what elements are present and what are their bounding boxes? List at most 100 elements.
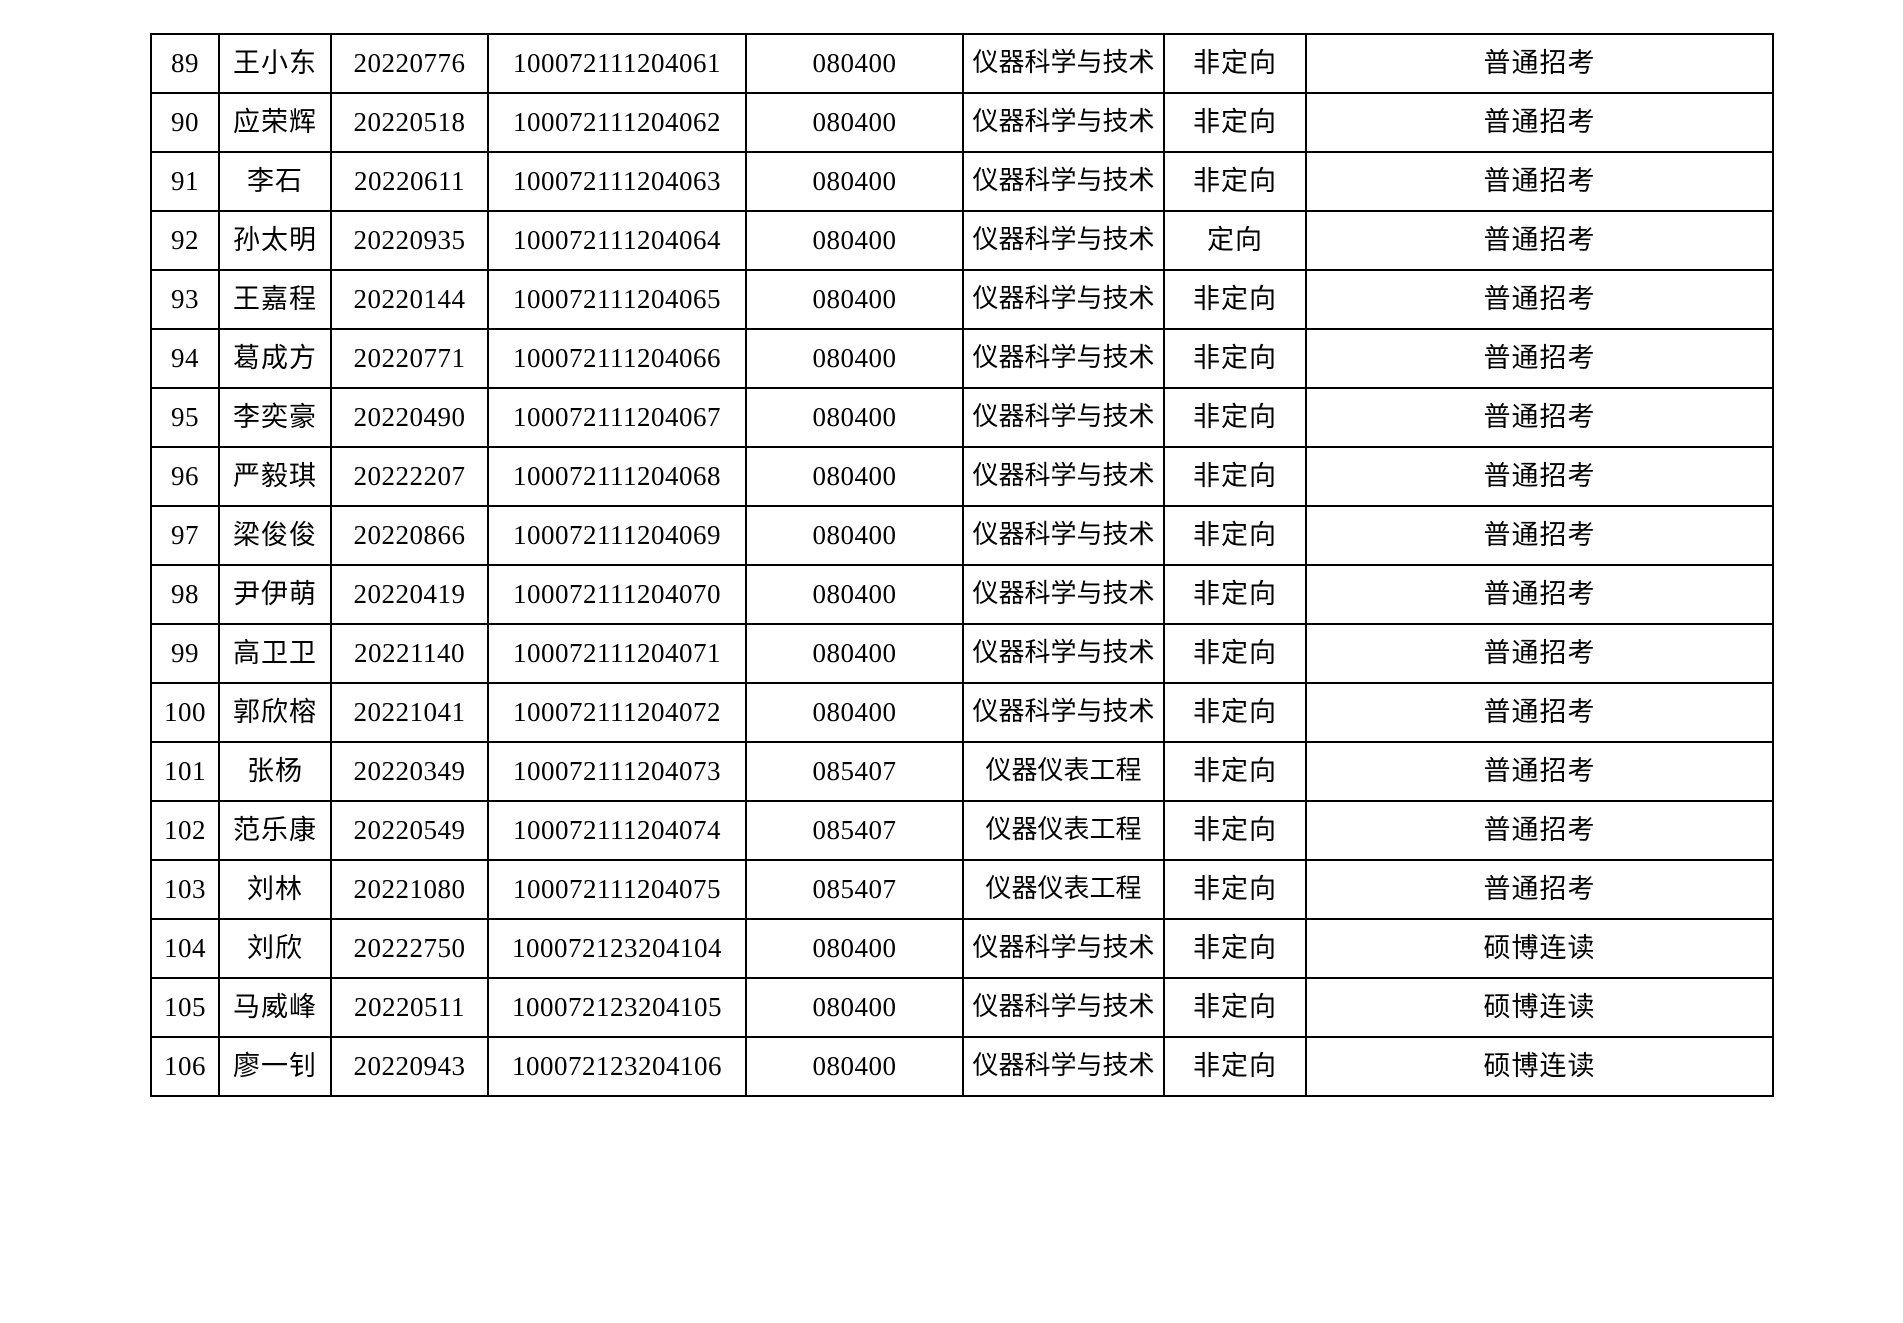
cell-study-type: 非定向 [1163, 33, 1307, 94]
cell-exam-number: 20220490 [330, 387, 489, 448]
cell-candidate-id: 100072111204075 [487, 859, 747, 920]
cell-candidate-id: 100072111204069 [487, 505, 747, 566]
cell-sequence-number: 93 [150, 269, 220, 330]
cell-sequence-number: 89 [150, 33, 220, 94]
cell-applicant-name: 严毅琪 [218, 446, 332, 507]
cell-candidate-id: 100072111204068 [487, 446, 747, 507]
cell-study-type: 非定向 [1163, 682, 1307, 743]
cell-admission-method: 普通招考 [1305, 328, 1774, 389]
table-row: 98 尹伊萌 20220419 100072111204070 080400 仪器科学与技… [150, 564, 1774, 625]
cell-exam-number: 20220144 [330, 269, 489, 330]
cell-major-name: 仪器仪表工程 [962, 741, 1165, 802]
cell-candidate-id: 100072123204106 [487, 1036, 747, 1097]
cell-sequence-number: 97 [150, 505, 220, 566]
cell-exam-number: 20220419 [330, 564, 489, 625]
cell-candidate-id: 100072111204063 [487, 151, 747, 212]
cell-sequence-number: 92 [150, 210, 220, 271]
cell-admission-method: 普通招考 [1305, 741, 1774, 802]
cell-candidate-id: 100072111204066 [487, 328, 747, 389]
cell-major-code: 080400 [745, 564, 964, 625]
cell-applicant-name: 马威峰 [218, 977, 332, 1038]
cell-sequence-number: 99 [150, 623, 220, 684]
cell-sequence-number: 102 [150, 800, 220, 861]
cell-sequence-number: 103 [150, 859, 220, 920]
cell-candidate-id: 100072111204067 [487, 387, 747, 448]
table-row: 89 王小东 20220776 100072111204061 080400 仪器科学与技… [150, 33, 1774, 94]
cell-admission-method: 普通招考 [1305, 151, 1774, 212]
cell-admission-method: 普通招考 [1305, 682, 1774, 743]
cell-admission-method: 普通招考 [1305, 505, 1774, 566]
cell-candidate-id: 100072111204061 [487, 33, 747, 94]
cell-sequence-number: 104 [150, 918, 220, 979]
cell-admission-method: 硕博连读 [1305, 977, 1774, 1038]
cell-sequence-number: 96 [150, 446, 220, 507]
cell-candidate-id: 100072111204064 [487, 210, 747, 271]
cell-admission-method: 普通招考 [1305, 33, 1774, 94]
cell-major-code: 080400 [745, 682, 964, 743]
cell-applicant-name: 刘林 [218, 859, 332, 920]
cell-sequence-number: 100 [150, 682, 220, 743]
cell-major-code: 085407 [745, 859, 964, 920]
cell-candidate-id: 100072111204072 [487, 682, 747, 743]
cell-exam-number: 20220518 [330, 92, 489, 153]
cell-candidate-id: 100072111204070 [487, 564, 747, 625]
cell-major-code: 080400 [745, 623, 964, 684]
cell-study-type: 非定向 [1163, 800, 1307, 861]
cell-candidate-id: 100072123204105 [487, 977, 747, 1038]
cell-study-type: 非定向 [1163, 505, 1307, 566]
cell-applicant-name: 廖一钊 [218, 1036, 332, 1097]
cell-exam-number: 20220349 [330, 741, 489, 802]
cell-candidate-id: 100072111204073 [487, 741, 747, 802]
cell-candidate-id: 100072111204065 [487, 269, 747, 330]
cell-exam-number: 20220511 [330, 977, 489, 1038]
cell-sequence-number: 94 [150, 328, 220, 389]
cell-major-name: 仪器科学与技术 [962, 269, 1165, 330]
table-row: 97 梁俊俊 20220866 100072111204069 080400 仪器科学与技… [150, 505, 1774, 566]
cell-admission-method: 普通招考 [1305, 859, 1774, 920]
cell-sequence-number: 90 [150, 92, 220, 153]
cell-major-code: 080400 [745, 505, 964, 566]
cell-admission-method: 普通招考 [1305, 446, 1774, 507]
cell-applicant-name: 孙太明 [218, 210, 332, 271]
cell-applicant-name: 范乐康 [218, 800, 332, 861]
cell-major-code: 080400 [745, 92, 964, 153]
cell-applicant-name: 高卫卫 [218, 623, 332, 684]
cell-study-type: 非定向 [1163, 446, 1307, 507]
cell-major-name: 仪器科学与技术 [962, 918, 1165, 979]
cell-candidate-id: 100072111204062 [487, 92, 747, 153]
table-row: 94 葛成方 20220771 100072111204066 080400 仪器科学与技… [150, 328, 1774, 389]
cell-major-name: 仪器仪表工程 [962, 859, 1165, 920]
cell-study-type: 非定向 [1163, 328, 1307, 389]
cell-exam-number: 20220549 [330, 800, 489, 861]
cell-applicant-name: 应荣辉 [218, 92, 332, 153]
cell-major-name: 仪器仪表工程 [962, 800, 1165, 861]
cell-admission-method: 普通招考 [1305, 564, 1774, 625]
cell-admission-method: 普通招考 [1305, 92, 1774, 153]
cell-sequence-number: 106 [150, 1036, 220, 1097]
cell-study-type: 非定向 [1163, 741, 1307, 802]
table-row: 102 范乐康 20220549 100072111204074 085407 仪器仪表工… [150, 800, 1774, 861]
table-row: 105 马威峰 20220511 100072123204105 080400 仪器科学与… [150, 977, 1774, 1038]
cell-study-type: 定向 [1163, 210, 1307, 271]
cell-study-type: 非定向 [1163, 918, 1307, 979]
cell-applicant-name: 刘欣 [218, 918, 332, 979]
cell-major-code: 085407 [745, 741, 964, 802]
cell-exam-number: 20221140 [330, 623, 489, 684]
table-row: 95 李奕豪 20220490 100072111204067 080400 仪器科学与技… [150, 387, 1774, 448]
cell-major-code: 080400 [745, 1036, 964, 1097]
cell-major-code: 080400 [745, 387, 964, 448]
table-row: 106 廖一钊 20220943 100072123204106 080400 仪器科学与… [150, 1036, 1774, 1097]
table-row: 100 郭欣榕 20221041 100072111204072 080400 仪器科学与… [150, 682, 1774, 743]
cell-candidate-id: 100072111204071 [487, 623, 747, 684]
cell-sequence-number: 91 [150, 151, 220, 212]
cell-exam-number: 20220935 [330, 210, 489, 271]
cell-exam-number: 20220866 [330, 505, 489, 566]
table-row: 91 李石 20220611 100072111204063 080400 仪器科学与技术… [150, 151, 1774, 212]
cell-exam-number: 20220943 [330, 1036, 489, 1097]
cell-study-type: 非定向 [1163, 977, 1307, 1038]
cell-applicant-name: 梁俊俊 [218, 505, 332, 566]
cell-major-code: 080400 [745, 977, 964, 1038]
table-row: 93 王嘉程 20220144 100072111204065 080400 仪器科学与技… [150, 269, 1774, 330]
table-row: 90 应荣辉 20220518 100072111204062 080400 仪器科学与技… [150, 92, 1774, 153]
cell-admission-method: 硕博连读 [1305, 918, 1774, 979]
